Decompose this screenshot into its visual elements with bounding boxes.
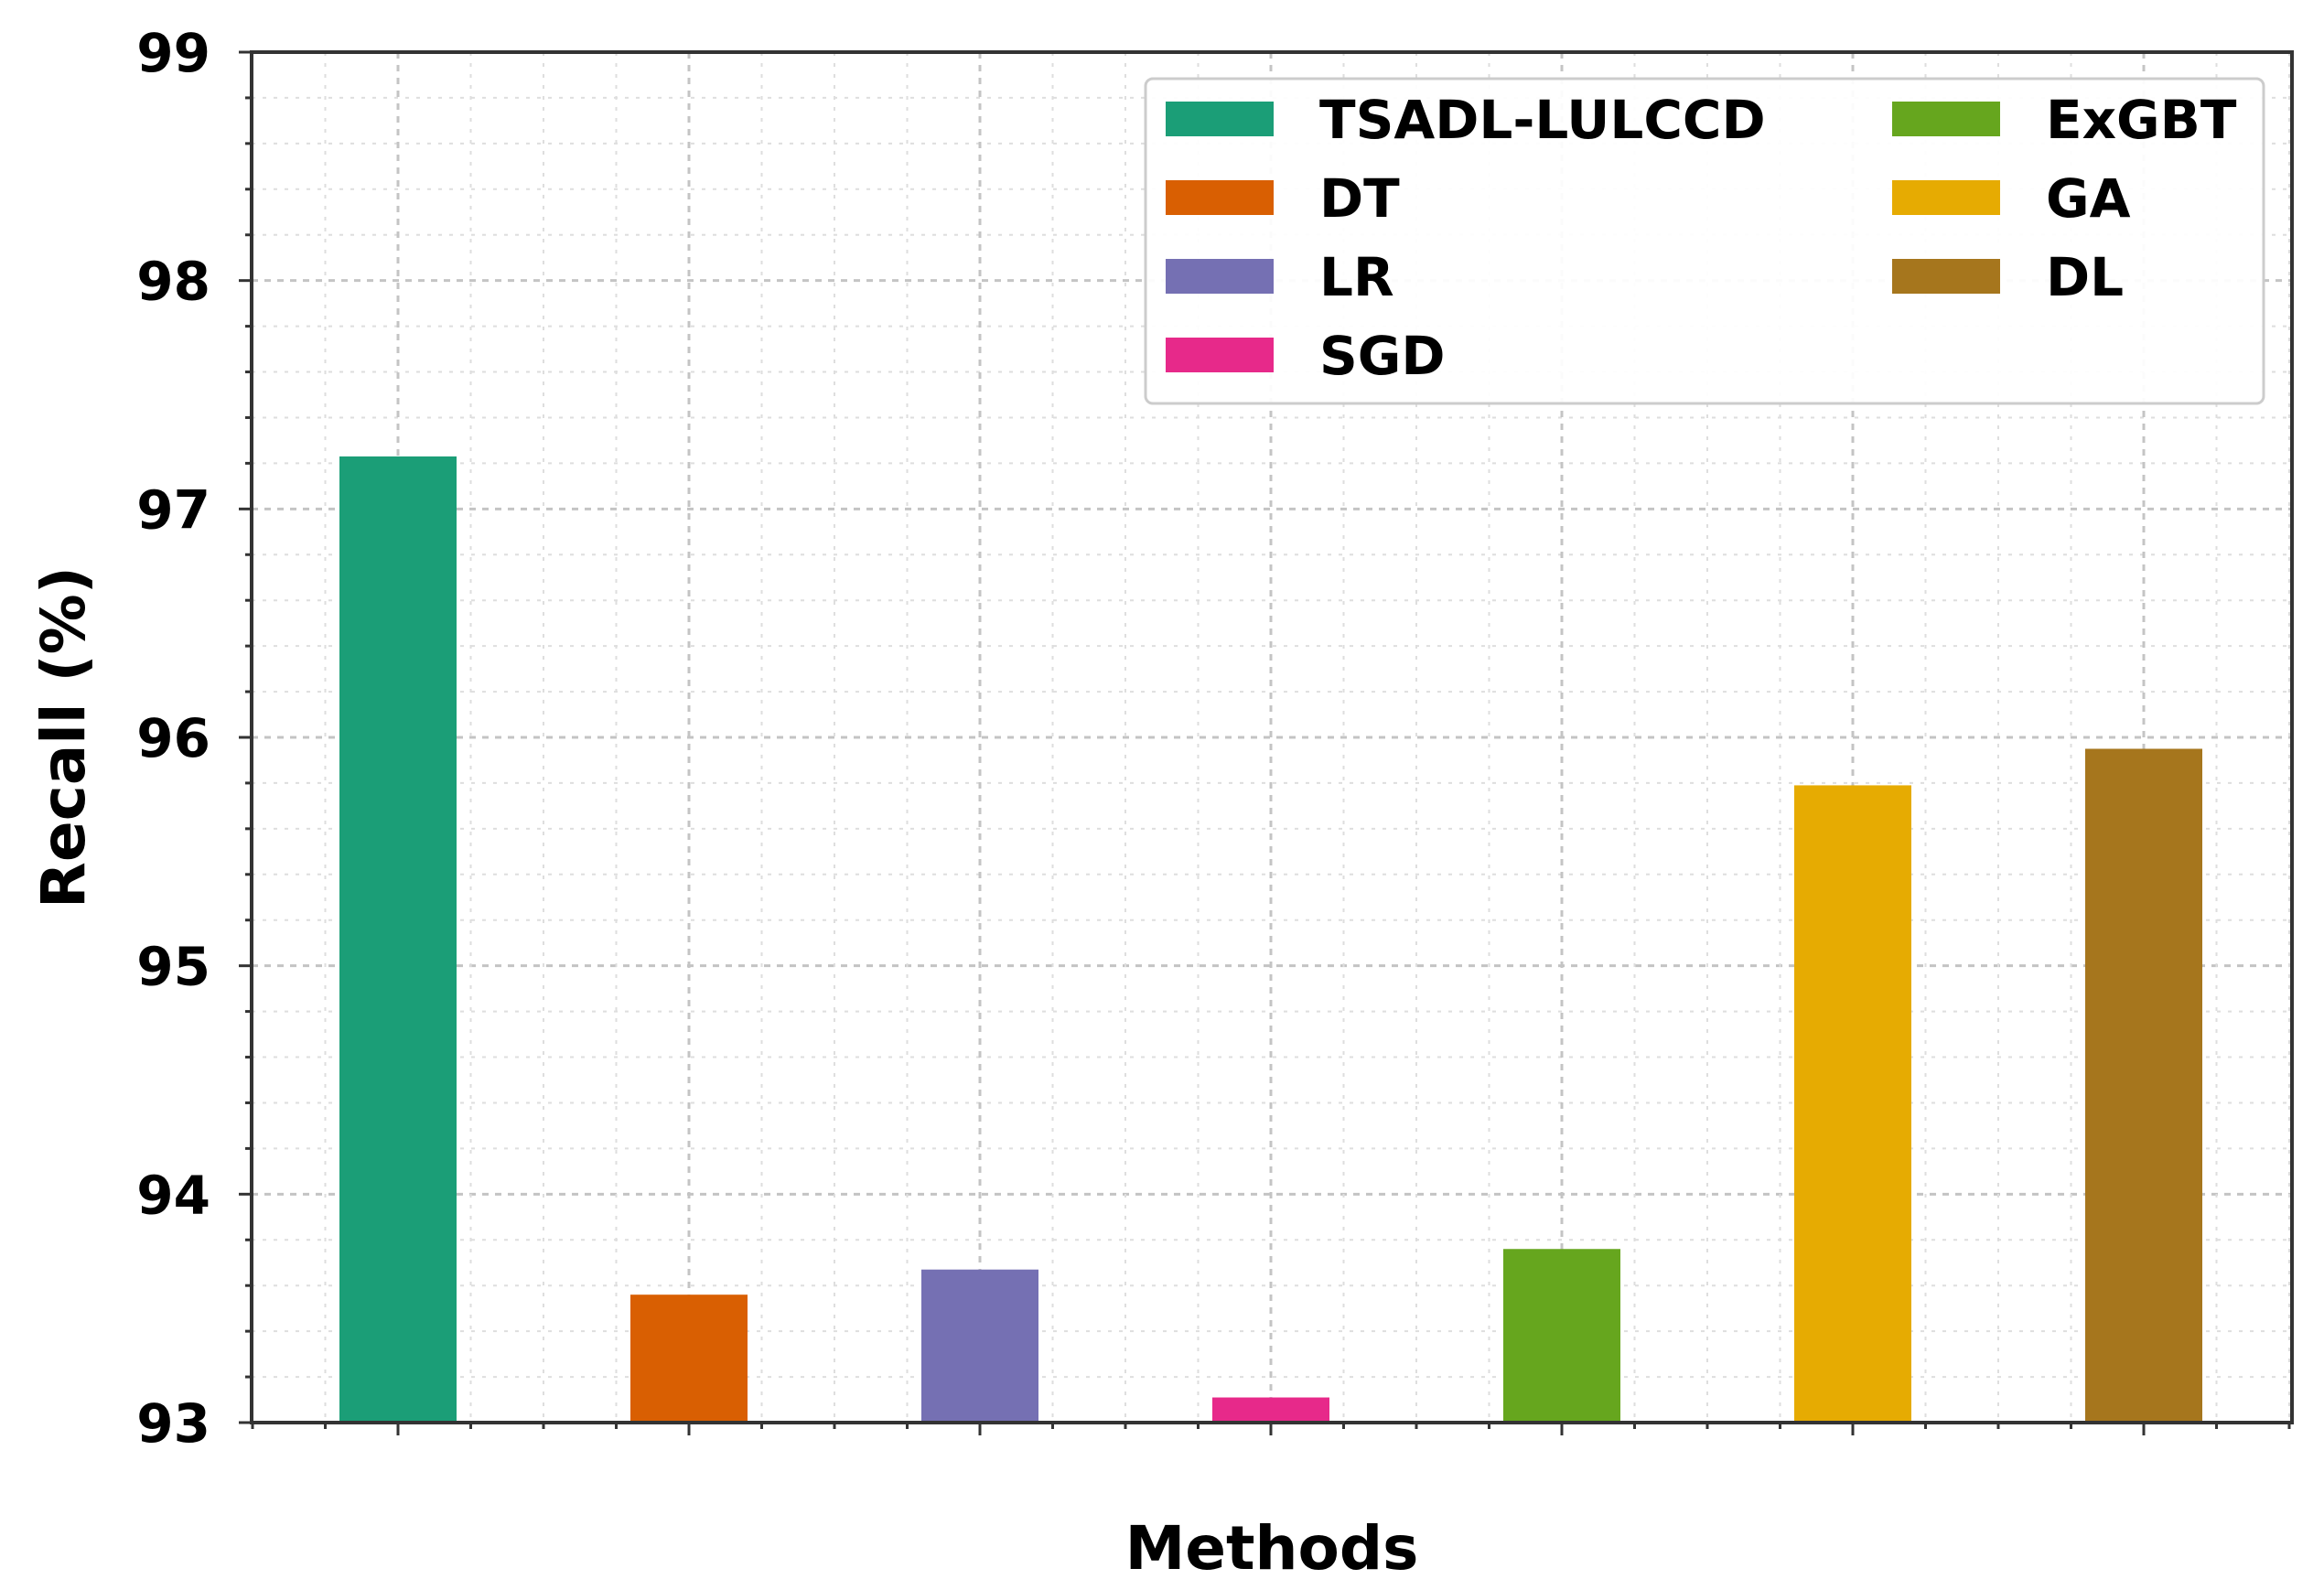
y-tick-labels: 93 94 95 96 97 98 99 xyxy=(136,22,210,1455)
legend-swatch-exgbt xyxy=(1892,102,2000,136)
y-tick-label: 98 xyxy=(136,251,210,313)
legend-swatch-tsadl-lulccd xyxy=(1166,102,1274,136)
y-tick-label: 93 xyxy=(136,1392,210,1455)
ticks-layer xyxy=(239,50,2291,1435)
y-tick-label: 96 xyxy=(136,707,210,769)
y-tick-label: 95 xyxy=(136,936,210,998)
legend-swatch-sgd xyxy=(1166,338,1274,372)
y-tick-label: 99 xyxy=(136,22,210,84)
legend-frame xyxy=(1144,77,2265,405)
legend-label-ga: GA xyxy=(2046,167,2131,230)
y-tick-label: 94 xyxy=(136,1164,210,1226)
legend-label-sgd: SGD xyxy=(1319,325,1446,387)
bar-lr xyxy=(921,1269,1038,1423)
legend-items: TSADL-LULCCD DT LR SGD ExGBT GA DL xyxy=(1166,89,2237,387)
legend-swatch-dt xyxy=(1166,180,1274,215)
bars-layer xyxy=(339,456,2202,1423)
bar-sgd xyxy=(1212,1397,1329,1423)
x-axis-title: Methods xyxy=(1125,1513,1419,1584)
legend-label-lr: LR xyxy=(1319,246,1394,308)
y-tick-label: 97 xyxy=(136,478,210,541)
bar-dt xyxy=(630,1295,748,1423)
legend-label-exgbt: ExGBT xyxy=(2046,89,2237,151)
legend-label-dl: DL xyxy=(2046,246,2124,308)
legend-label-tsadl-lulccd: TSADL-LULCCD xyxy=(1319,89,1766,151)
y-axis-title: Recall (%) xyxy=(28,566,99,908)
legend-label-dt: DT xyxy=(1319,167,1400,230)
legend-swatch-lr xyxy=(1166,259,1274,294)
bar-tsadl-lulccd xyxy=(339,456,457,1423)
bar-ga xyxy=(1794,785,1911,1423)
legend: TSADL-LULCCD DT LR SGD ExGBT GA DL xyxy=(1144,77,2265,405)
legend-swatch-dl xyxy=(1892,259,2000,294)
legend-swatch-ga xyxy=(1892,180,2000,215)
bar-exgbt xyxy=(1503,1249,1620,1423)
bar-dl xyxy=(2085,748,2202,1423)
